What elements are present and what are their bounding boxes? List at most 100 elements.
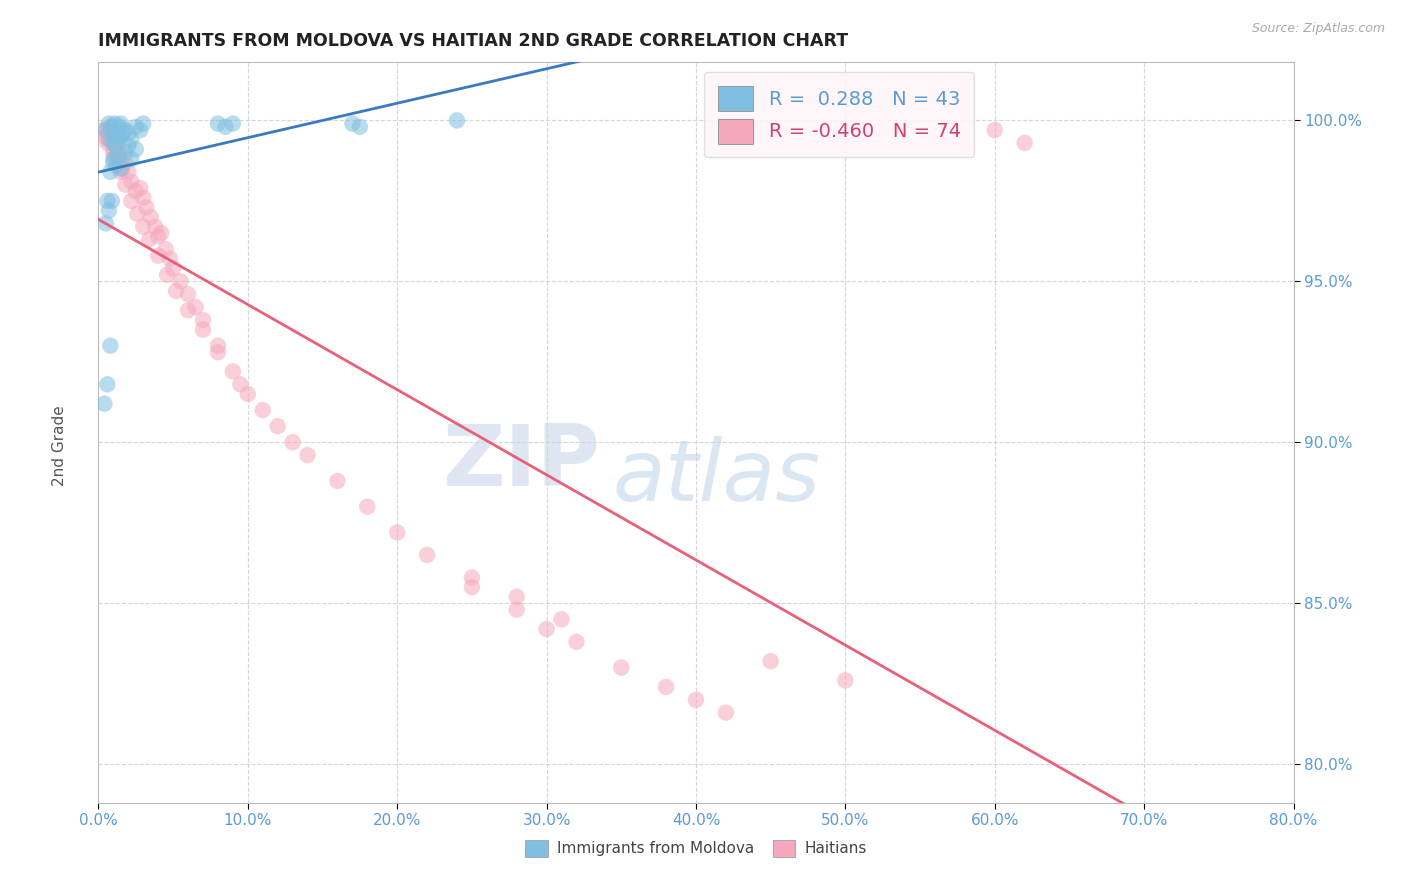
Point <box>759 654 782 668</box>
Point <box>169 274 191 288</box>
Point <box>94 123 117 137</box>
Point <box>156 268 179 282</box>
Text: ZIP: ZIP <box>443 421 600 504</box>
Point <box>97 203 120 218</box>
Point <box>111 161 134 176</box>
Point <box>143 219 166 234</box>
Point <box>252 403 274 417</box>
Point <box>229 377 252 392</box>
Point <box>132 219 155 234</box>
Point <box>139 210 162 224</box>
Point <box>93 397 115 411</box>
Point <box>114 145 136 160</box>
Point <box>98 120 122 134</box>
Point <box>120 133 142 147</box>
Point <box>120 152 142 166</box>
Point <box>108 120 131 134</box>
Point <box>103 142 125 156</box>
Point <box>101 120 124 134</box>
Point <box>104 139 127 153</box>
Point <box>129 123 152 137</box>
Point <box>138 232 160 246</box>
Point <box>135 200 157 214</box>
Point <box>267 419 290 434</box>
Point <box>97 126 120 140</box>
Text: 2nd Grade: 2nd Grade <box>52 406 66 486</box>
Point <box>222 117 245 131</box>
Point <box>297 448 319 462</box>
Point <box>536 622 558 636</box>
Point <box>132 191 155 205</box>
Point <box>103 136 125 150</box>
Point <box>214 120 236 134</box>
Point <box>1014 136 1036 150</box>
Text: Source: ZipAtlas.com: Source: ZipAtlas.com <box>1251 22 1385 36</box>
Point <box>104 117 127 131</box>
Point <box>108 145 131 160</box>
Point <box>105 149 128 163</box>
Point <box>834 673 856 688</box>
Point <box>110 161 132 176</box>
Point <box>159 252 181 266</box>
Point <box>281 435 304 450</box>
Point <box>107 149 129 163</box>
Point <box>132 117 155 131</box>
Point <box>177 303 200 318</box>
Point <box>107 136 129 150</box>
Point <box>446 113 468 128</box>
Point <box>101 133 124 147</box>
Point <box>326 474 349 488</box>
Point <box>97 117 120 131</box>
Point <box>506 602 529 616</box>
Point <box>685 693 707 707</box>
Point <box>150 226 173 240</box>
Point <box>98 165 122 179</box>
Point <box>105 152 128 166</box>
Point <box>94 216 117 230</box>
Point <box>148 249 170 263</box>
Point <box>148 229 170 244</box>
Text: IMMIGRANTS FROM MOLDOVA VS HAITIAN 2ND GRADE CORRELATION CHART: IMMIGRANTS FROM MOLDOVA VS HAITIAN 2ND G… <box>98 32 849 50</box>
Point <box>117 139 139 153</box>
Point <box>107 123 129 137</box>
Point <box>416 548 439 562</box>
Point <box>117 126 139 140</box>
Point <box>129 181 152 195</box>
Point <box>98 133 122 147</box>
Point <box>125 120 148 134</box>
Point <box>110 165 132 179</box>
Point <box>103 155 125 169</box>
Point <box>96 194 118 208</box>
Point <box>610 660 633 674</box>
Point <box>114 178 136 192</box>
Point <box>349 120 371 134</box>
Point <box>342 117 364 131</box>
Point <box>155 242 177 256</box>
Point <box>96 133 118 147</box>
Point <box>101 194 124 208</box>
Point <box>103 126 125 140</box>
Point <box>105 158 128 172</box>
Legend: Immigrants from Moldova, Haitians: Immigrants from Moldova, Haitians <box>519 833 873 863</box>
Point <box>461 580 484 594</box>
Point <box>96 136 118 150</box>
Point <box>162 261 184 276</box>
Point <box>105 129 128 144</box>
Point <box>120 175 142 189</box>
Point <box>98 339 122 353</box>
Point <box>207 339 229 353</box>
Point <box>105 139 128 153</box>
Point <box>207 345 229 359</box>
Point <box>110 117 132 131</box>
Point <box>114 123 136 137</box>
Point <box>385 525 409 540</box>
Point <box>655 680 678 694</box>
Point <box>191 313 214 327</box>
Point <box>565 635 588 649</box>
Point <box>550 612 572 626</box>
Point <box>984 123 1007 137</box>
Point <box>103 145 125 160</box>
Point <box>127 207 149 221</box>
Point <box>120 194 142 208</box>
Point <box>94 129 117 144</box>
